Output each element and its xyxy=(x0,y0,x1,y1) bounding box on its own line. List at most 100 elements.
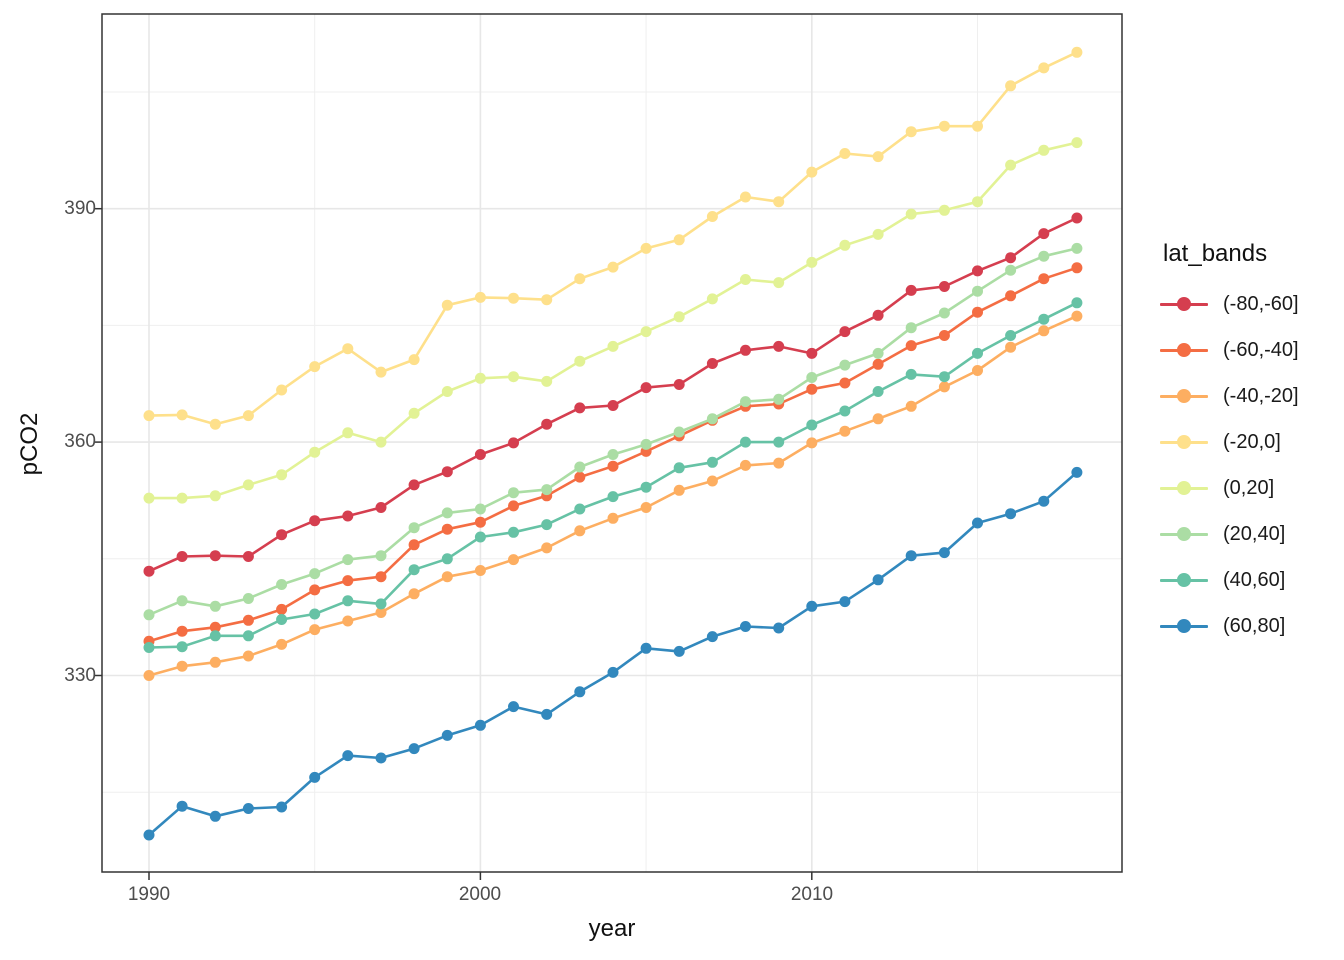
data-point-(60,80]-2006 xyxy=(673,645,685,657)
data-point-(20,40]-2002 xyxy=(541,484,553,496)
data-point-(40,60]-1992 xyxy=(209,630,221,642)
data-point-(40,60]-1995 xyxy=(309,608,321,620)
data-point-(0,20]-2004 xyxy=(607,340,619,352)
data-point-(60,80]-2005 xyxy=(640,642,652,654)
x-axis-title: year xyxy=(588,915,636,942)
data-point-(20,40]-1994 xyxy=(276,579,288,590)
data-point-(-80,-60]-2005 xyxy=(640,382,652,394)
data-point-(20,40]-2009 xyxy=(773,393,785,405)
data-point-(40,60]-2001 xyxy=(508,526,519,538)
legend-key-dot-icon xyxy=(1177,343,1191,357)
data-point-(-80,-60]-2006 xyxy=(673,379,685,390)
data-point-(60,80]-2010 xyxy=(806,600,818,612)
data-point-(0,20]-1996 xyxy=(342,427,354,439)
data-point-(0,20]-1994 xyxy=(276,469,288,481)
data-point-(40,60]-2015 xyxy=(972,347,983,359)
data-point-(-60,-40]-2014 xyxy=(938,330,950,341)
data-point-(-40,-20]-2018 xyxy=(1071,310,1083,322)
data-point-(40,60]-1998 xyxy=(408,564,420,576)
data-point-(-40,-20]-2003 xyxy=(574,525,586,537)
data-point-(0,20]-1993 xyxy=(242,479,254,491)
data-point-(20,40]-1996 xyxy=(342,554,354,566)
data-point-(-40,-20]-2009 xyxy=(773,457,785,469)
data-point-(40,60]-2007 xyxy=(706,456,718,468)
legend-key-dot-icon xyxy=(1177,435,1191,449)
data-point-(-60,-40]-1998 xyxy=(408,539,420,551)
data-point-(-80,-60]-1997 xyxy=(375,502,387,513)
data-point-(0,20]-2013 xyxy=(905,208,917,220)
data-point-(0,20]-2015 xyxy=(972,196,983,208)
data-point-(0,20]-1998 xyxy=(408,407,420,419)
legend-key xyxy=(1160,479,1208,497)
data-point-(40,60]-2013 xyxy=(905,368,917,380)
data-point-(0,20]-2000 xyxy=(474,372,486,384)
data-point-(40,60]-2011 xyxy=(839,405,851,417)
legend-key-dot-icon xyxy=(1177,573,1191,587)
data-point-(60,80]-1996 xyxy=(342,750,354,762)
data-point-(20,40]-2018 xyxy=(1071,242,1083,254)
legend-title: lat_bands xyxy=(1163,240,1268,267)
data-point-(-20,0]-2016 xyxy=(1005,80,1017,92)
y-axis-title: pCO2 xyxy=(16,412,43,476)
data-point-(-80,-60]-2009 xyxy=(773,340,785,352)
data-point-(-20,0]-1990 xyxy=(143,410,155,422)
data-point-(-40,-20]-1990 xyxy=(143,670,155,681)
legend-item-(-40,-20]: (-40,-20] xyxy=(1160,373,1299,419)
data-point-(40,60]-2018 xyxy=(1071,297,1083,309)
data-point-(-60,-40]-2000 xyxy=(474,516,486,528)
data-point-(-60,-40]-1994 xyxy=(276,603,288,615)
data-point-(-80,-60]-2007 xyxy=(706,358,718,369)
data-point-(-20,0]-1996 xyxy=(342,343,354,355)
data-point-(40,60]-1999 xyxy=(441,553,453,565)
data-point-(60,80]-2012 xyxy=(872,574,884,586)
x-axis-tick-label-2010: 2010 xyxy=(790,884,834,905)
data-point-(-60,-40]-2003 xyxy=(574,471,586,483)
legend-item-label: (-60,-40] xyxy=(1223,338,1299,361)
legend-item-(-20,0]: (-20,0] xyxy=(1160,419,1299,465)
y-axis-tick-label-330: 330 xyxy=(64,665,96,686)
data-point-(-20,0]-1991 xyxy=(176,409,188,421)
data-point-(-80,-60]-1999 xyxy=(441,466,453,478)
data-point-(60,80]-2011 xyxy=(839,596,851,608)
data-point-(-40,-20]-2005 xyxy=(640,502,652,513)
data-point-(20,40]-2001 xyxy=(508,487,519,499)
data-point-(-60,-40]-2011 xyxy=(839,377,851,389)
legend-key-dot-icon xyxy=(1177,297,1191,311)
data-point-(20,40]-2005 xyxy=(640,438,652,450)
legend-item-(60,80]: (60,80] xyxy=(1160,603,1299,649)
data-point-(-40,-20]-2002 xyxy=(541,542,553,554)
data-point-(-40,-20]-1997 xyxy=(375,607,387,618)
data-point-(-60,-40]-2015 xyxy=(972,306,983,318)
data-point-(-40,-20]-2015 xyxy=(972,365,983,376)
data-point-(-80,-60]-2013 xyxy=(905,284,917,296)
data-point-(-60,-40]-1991 xyxy=(176,625,188,637)
legend-item-label: (-80,-60] xyxy=(1223,292,1299,315)
legend-item-label: (20,40] xyxy=(1223,522,1286,545)
data-point-(-20,0]-2007 xyxy=(706,211,718,222)
data-point-(0,20]-2009 xyxy=(773,277,785,289)
data-point-(40,60]-2000 xyxy=(474,531,486,543)
data-point-(-80,-60]-2011 xyxy=(839,326,851,338)
data-point-(-20,0]-2008 xyxy=(740,191,751,203)
data-point-(-40,-20]-2000 xyxy=(474,565,486,576)
legend: (-80,-60] (-60,-40] (-40,-20] (-20,0] (0,20]… xyxy=(1160,281,1299,649)
data-point-(-40,-20]-2017 xyxy=(1038,325,1050,337)
data-point-(0,20]-1990 xyxy=(143,492,155,504)
data-point-(0,20]-2011 xyxy=(839,239,851,251)
data-point-(-80,-60]-2004 xyxy=(607,400,619,411)
data-point-(-40,-20]-1998 xyxy=(408,588,420,600)
data-point-(20,40]-2013 xyxy=(905,322,917,334)
legend-item-(20,40]: (20,40] xyxy=(1160,511,1299,557)
legend-item-(0,20]: (0,20] xyxy=(1160,465,1299,511)
data-point-(-40,-20]-2011 xyxy=(839,425,851,437)
y-axis-tick-label-390: 390 xyxy=(64,198,96,219)
data-point-(0,20]-1991 xyxy=(176,492,188,504)
data-point-(20,40]-1999 xyxy=(441,507,453,519)
data-point-(20,40]-2008 xyxy=(740,396,751,408)
legend-key xyxy=(1160,525,1208,543)
legend-item-label: (-40,-20] xyxy=(1223,384,1299,407)
data-point-(0,20]-1997 xyxy=(375,436,387,448)
data-point-(-60,-40]-2012 xyxy=(872,358,884,370)
x-axis-tick-label-1990: 1990 xyxy=(127,884,171,905)
